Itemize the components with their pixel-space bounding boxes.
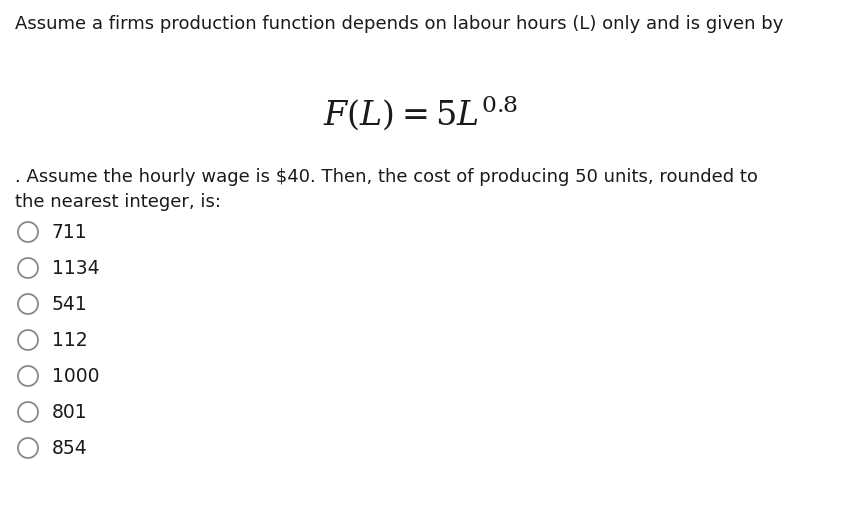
Text: 1000: 1000 — [52, 366, 99, 386]
Text: 801: 801 — [52, 402, 87, 422]
Text: 711: 711 — [52, 223, 87, 241]
Text: the nearest integer, is:: the nearest integer, is: — [15, 193, 221, 211]
Text: 112: 112 — [52, 331, 87, 350]
Text: . Assume the hourly wage is $40. Then, the cost of producing 50 units, rounded t: . Assume the hourly wage is $40. Then, t… — [15, 168, 758, 186]
Text: 854: 854 — [52, 438, 87, 458]
Text: $\mathit{F}(\mathit{L}) = 5\mathit{L}^{0.8}$: $\mathit{F}(\mathit{L}) = 5\mathit{L}^{0… — [324, 93, 519, 132]
Text: 1134: 1134 — [52, 259, 99, 277]
Text: 541: 541 — [52, 295, 87, 313]
Text: Assume a firms production function depends on labour hours (L) only and is given: Assume a firms production function depen… — [15, 15, 783, 33]
